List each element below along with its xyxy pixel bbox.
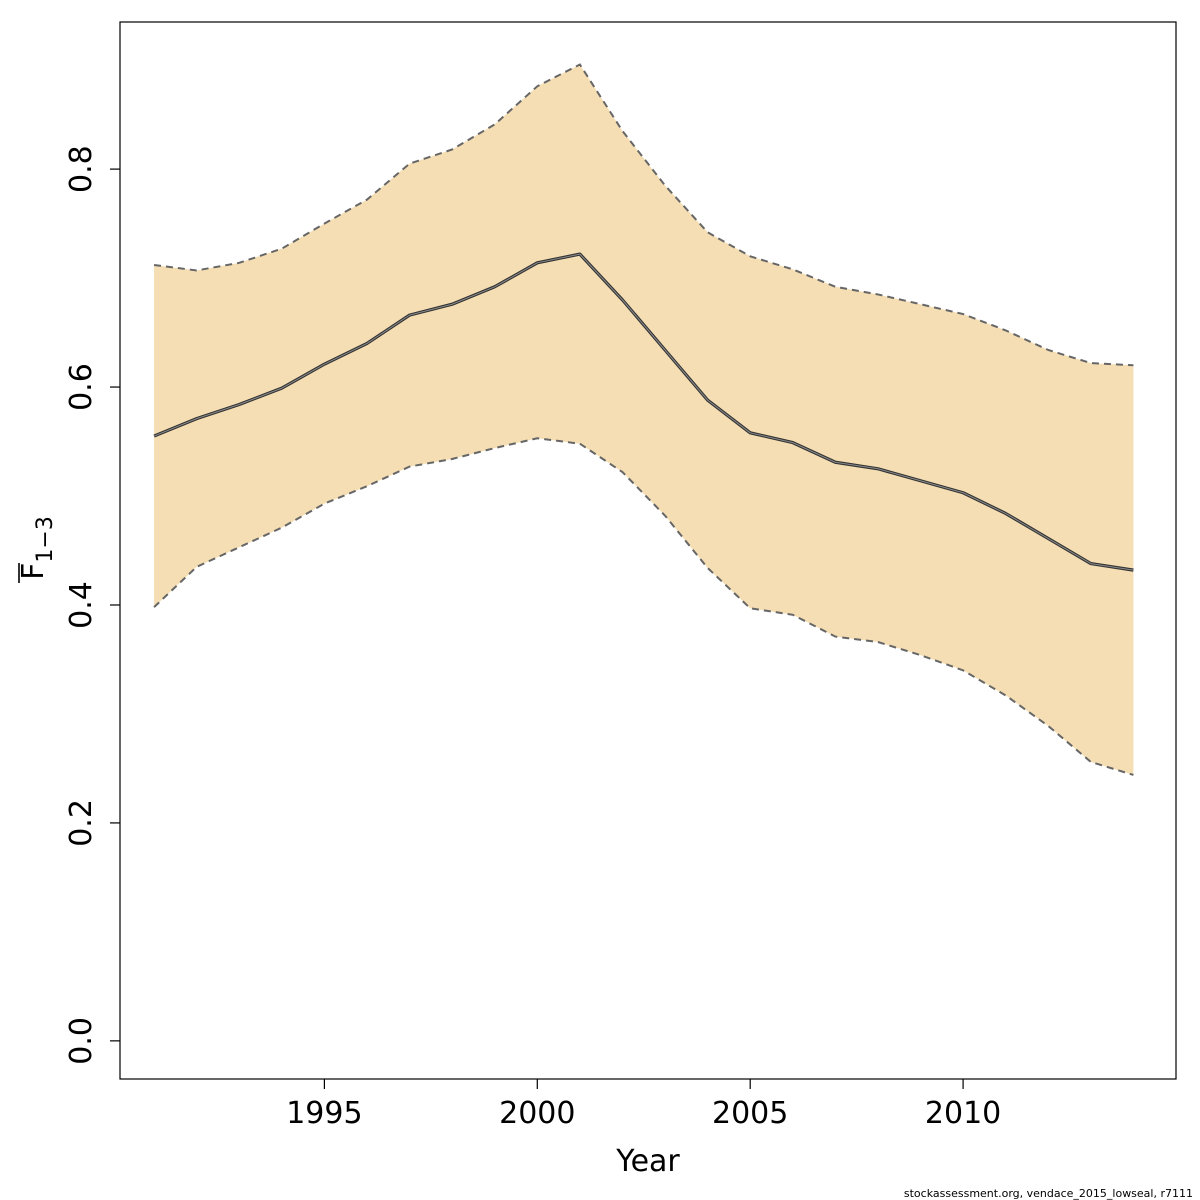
estimate-line-layer: [153, 252, 1134, 572]
x-tick-label-2010: 2010: [925, 1096, 1001, 1131]
y-axis-label: F1−3: [16, 516, 58, 583]
upper-bound-line: [153, 63, 1134, 367]
x-tick-label-2000: 2000: [499, 1096, 575, 1131]
y-tick-label-1: 0.2: [64, 799, 99, 847]
lower-bound-line: [153, 437, 1134, 776]
y-tick-label-2: 0.4: [64, 581, 99, 629]
confidence-band: [154, 64, 1134, 775]
y-tick-label-0: 0.0: [64, 1017, 99, 1065]
y-tick-label-3: 0.6: [64, 363, 99, 411]
svg-text:F1−3: F1−3: [16, 516, 58, 580]
x-axis-label: Year: [615, 1144, 680, 1179]
estimate-line-highlight: [153, 253, 1134, 571]
x-tick-label-2005: 2005: [712, 1096, 788, 1131]
y-axis-label-base: F: [16, 563, 51, 580]
footer-note: stockassessment.org, vendace_2015_lowsea…: [904, 1187, 1193, 1200]
x-tick-label-1995: 1995: [286, 1096, 362, 1131]
confidence-band-layer: [153, 63, 1134, 776]
y-tick-label-4: 0.8: [64, 145, 99, 193]
plot-frame: [119, 21, 1177, 1080]
axes: 1995 2000 2005 2010 0.0 0.2 0.4 0.6 0.8: [64, 21, 1177, 1131]
y-axis-label-subscript: 1−3: [33, 516, 58, 562]
